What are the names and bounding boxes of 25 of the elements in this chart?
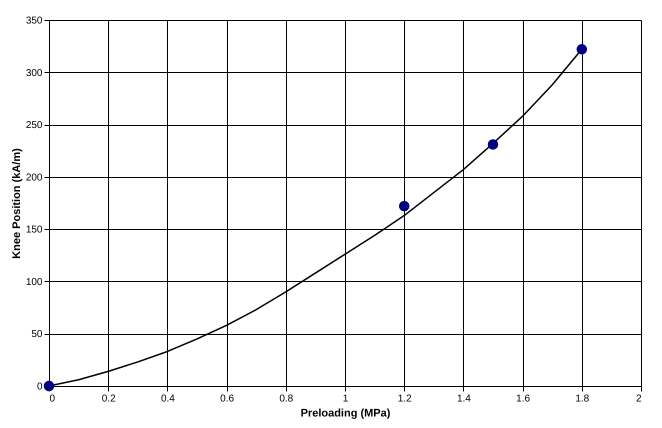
- y-tick-label: 50: [31, 329, 43, 340]
- y-tick-label: 350: [26, 16, 43, 26]
- x-axis-title: Preloading (MPa): [300, 408, 391, 420]
- x-tick-label: 1.8: [575, 394, 590, 404]
- y-tick-label: 0: [36, 382, 43, 392]
- x-tick-label: 1.4: [456, 394, 472, 404]
- x-tick-label: 0.8: [279, 394, 294, 404]
- point: [398, 200, 410, 212]
- y-tick-label: 200: [26, 172, 43, 184]
- point: [488, 139, 498, 150]
- y-axis-title: Knee Position (kA/m): [10, 148, 23, 259]
- x-tick-label: 0: [50, 394, 56, 404]
- x-tick-label: 1: [342, 394, 349, 404]
- y-tick-label: 300: [26, 68, 43, 79]
- point: [44, 380, 54, 392]
- y-tick-label: 250: [26, 120, 43, 132]
- x-tick-label: 0.2: [102, 394, 116, 404]
- y-tick-label: 100: [26, 276, 43, 288]
- x-tick-label: 0.6: [220, 394, 234, 404]
- x-tick-label: 2: [636, 394, 642, 404]
- point: [576, 44, 588, 55]
- x-tick-label: 1.2: [398, 394, 412, 404]
- x-tick-label: 1.6: [516, 394, 530, 404]
- y-tick-label: 150: [26, 224, 43, 236]
- x-tick-label: 0.4: [160, 394, 176, 404]
